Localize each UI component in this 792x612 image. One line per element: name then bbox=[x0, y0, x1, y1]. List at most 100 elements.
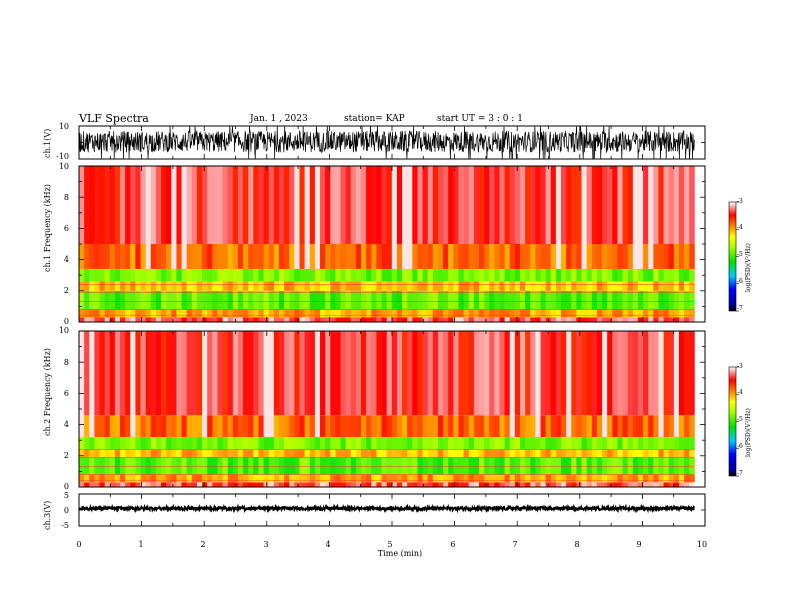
spectrogram-1-cell bbox=[443, 317, 449, 322]
spectrogram-1-cell bbox=[504, 244, 511, 269]
spectrogram-2-cell bbox=[422, 331, 429, 416]
spectrogram-1-cell bbox=[653, 268, 659, 282]
spectrogram-2-cell bbox=[227, 474, 234, 483]
spectrogram-1-cell bbox=[617, 290, 623, 310]
spectrogram-2-cell bbox=[612, 474, 618, 483]
spectrogram-1-cell bbox=[253, 309, 259, 318]
spectrogram-1-cell bbox=[181, 281, 188, 291]
spectrogram-1-cell bbox=[448, 268, 454, 282]
spectrogram-1-cell bbox=[427, 244, 434, 269]
spectrogram-2-cell bbox=[284, 482, 290, 487]
spectrogram-1-cell bbox=[176, 309, 182, 318]
spectrogram-1-cell bbox=[181, 290, 188, 310]
spectrogram-2-cell bbox=[555, 331, 562, 416]
spectrogram-2-cell bbox=[145, 437, 152, 450]
spectrogram-2-cell bbox=[566, 457, 572, 475]
spectrogram-1-cell bbox=[591, 317, 598, 322]
spectrogram-2-cell bbox=[202, 457, 208, 475]
spectrogram-2-cell bbox=[320, 474, 326, 483]
spectrogram-2-cell bbox=[371, 331, 377, 416]
spectrogram-2-cell bbox=[278, 331, 285, 416]
spectrogram-2-cell bbox=[155, 437, 162, 450]
spectrogram-1-cell bbox=[525, 268, 531, 282]
spectrogram-1-cell bbox=[591, 290, 598, 310]
spectrogram-2-cell bbox=[673, 457, 680, 475]
spectrogram-2-cell bbox=[237, 415, 244, 438]
spectrogram-2-cell bbox=[520, 331, 526, 416]
spectrogram-2-cell bbox=[232, 437, 239, 450]
spectrogram-1-cell bbox=[253, 281, 259, 291]
spectrogram-2-cell bbox=[145, 474, 152, 483]
spectrogram-1-cell bbox=[161, 317, 167, 322]
spectrogram-1-cell bbox=[125, 281, 131, 291]
spectrogram-1-cell bbox=[437, 268, 444, 282]
spectrogram-1-cell bbox=[566, 281, 572, 291]
spectrogram-2-cell bbox=[668, 437, 675, 450]
spectrogram-2-cell bbox=[576, 415, 582, 438]
spectrogram-2-cell bbox=[330, 482, 336, 487]
spectrogram-1-cell bbox=[520, 309, 526, 318]
spectrogram-1-cell bbox=[140, 268, 147, 282]
spectrogram-2-cell bbox=[140, 474, 147, 483]
spectrogram-1-cell bbox=[499, 317, 506, 322]
spectrogram-2-cell bbox=[658, 482, 664, 487]
spectrogram-1-cell bbox=[555, 166, 562, 244]
spectrogram-2-cell bbox=[268, 437, 275, 450]
spectrogram-1-cell bbox=[463, 290, 470, 310]
spectrogram-2-cell bbox=[84, 457, 90, 475]
spectrogram-1-cell bbox=[540, 317, 547, 322]
spectrogram-2-cell bbox=[355, 331, 362, 416]
spectrogram-1-cell bbox=[289, 244, 295, 269]
spectrogram-2-cell bbox=[407, 437, 413, 450]
spectrogram-1-cell bbox=[284, 309, 290, 318]
spectrogram-1-cell bbox=[237, 290, 244, 310]
spectrogram-2-cell bbox=[109, 449, 116, 458]
spectrogram-1-cell bbox=[161, 290, 167, 310]
spectrogram-1-cell bbox=[191, 281, 198, 291]
spectrogram-1-cell bbox=[463, 309, 470, 318]
spectrogram-1-cell bbox=[161, 268, 167, 282]
spectrogram-1-cell bbox=[484, 281, 490, 291]
spectrogram-2-cell bbox=[114, 331, 121, 416]
spectrogram-2-cell bbox=[643, 474, 649, 483]
spectrogram-1-cell bbox=[484, 309, 490, 318]
spectrogram-2-cell bbox=[135, 457, 141, 475]
spectrogram-1-cell bbox=[402, 268, 408, 282]
spectrogram-1-cell bbox=[89, 244, 95, 269]
spectrogram-2-cell bbox=[186, 331, 193, 416]
spectrogram-1-cell bbox=[581, 309, 588, 318]
spectrogram-1-cell bbox=[294, 317, 300, 322]
spectrogram-1-cell bbox=[622, 268, 629, 282]
spectrogram-2-cell bbox=[104, 474, 111, 483]
spectrogram-2-cell bbox=[99, 449, 106, 458]
spectrogram-1-cell bbox=[340, 309, 347, 318]
spectrogram-2-cell bbox=[458, 449, 464, 458]
spectrogram-1-cell bbox=[155, 309, 162, 318]
spectrogram-1-cell bbox=[448, 166, 454, 244]
spectrogram-2-cell bbox=[273, 415, 280, 438]
spectrogram-1-cell bbox=[253, 244, 259, 269]
spectrogram-1-cell bbox=[150, 268, 157, 282]
spectrogram-2-cell bbox=[427, 474, 434, 483]
spectrogram-2-cell bbox=[330, 331, 336, 416]
spectrogram-2-cell bbox=[530, 415, 536, 438]
spectrogram-2-cell bbox=[227, 437, 234, 450]
spectrogram-1-cell bbox=[196, 244, 203, 269]
spectrogram-2-cell bbox=[140, 482, 147, 487]
spectrogram-2-cell bbox=[386, 331, 393, 416]
spectrogram-1-cell bbox=[571, 290, 577, 310]
spectrogram-2-cell bbox=[402, 415, 408, 438]
spectrogram-1-cell bbox=[473, 290, 480, 310]
spectrogram-2-cell bbox=[222, 415, 229, 438]
spectrogram-1-cell bbox=[176, 317, 182, 322]
spectrogram-2-cell bbox=[232, 474, 239, 483]
spectrogram-1-cell bbox=[412, 268, 418, 282]
spectrogram-1-cell bbox=[263, 268, 270, 282]
spectrogram-2-cell bbox=[79, 437, 85, 450]
spectrogram-2-cell bbox=[253, 474, 259, 483]
spectrogram-1-cell bbox=[330, 317, 336, 322]
spectrogram-1-cell bbox=[550, 309, 557, 318]
spectrogram-1-cell bbox=[125, 268, 131, 282]
spectrogram-2-cell bbox=[84, 449, 90, 458]
spectrogram-2-cell bbox=[648, 474, 654, 483]
